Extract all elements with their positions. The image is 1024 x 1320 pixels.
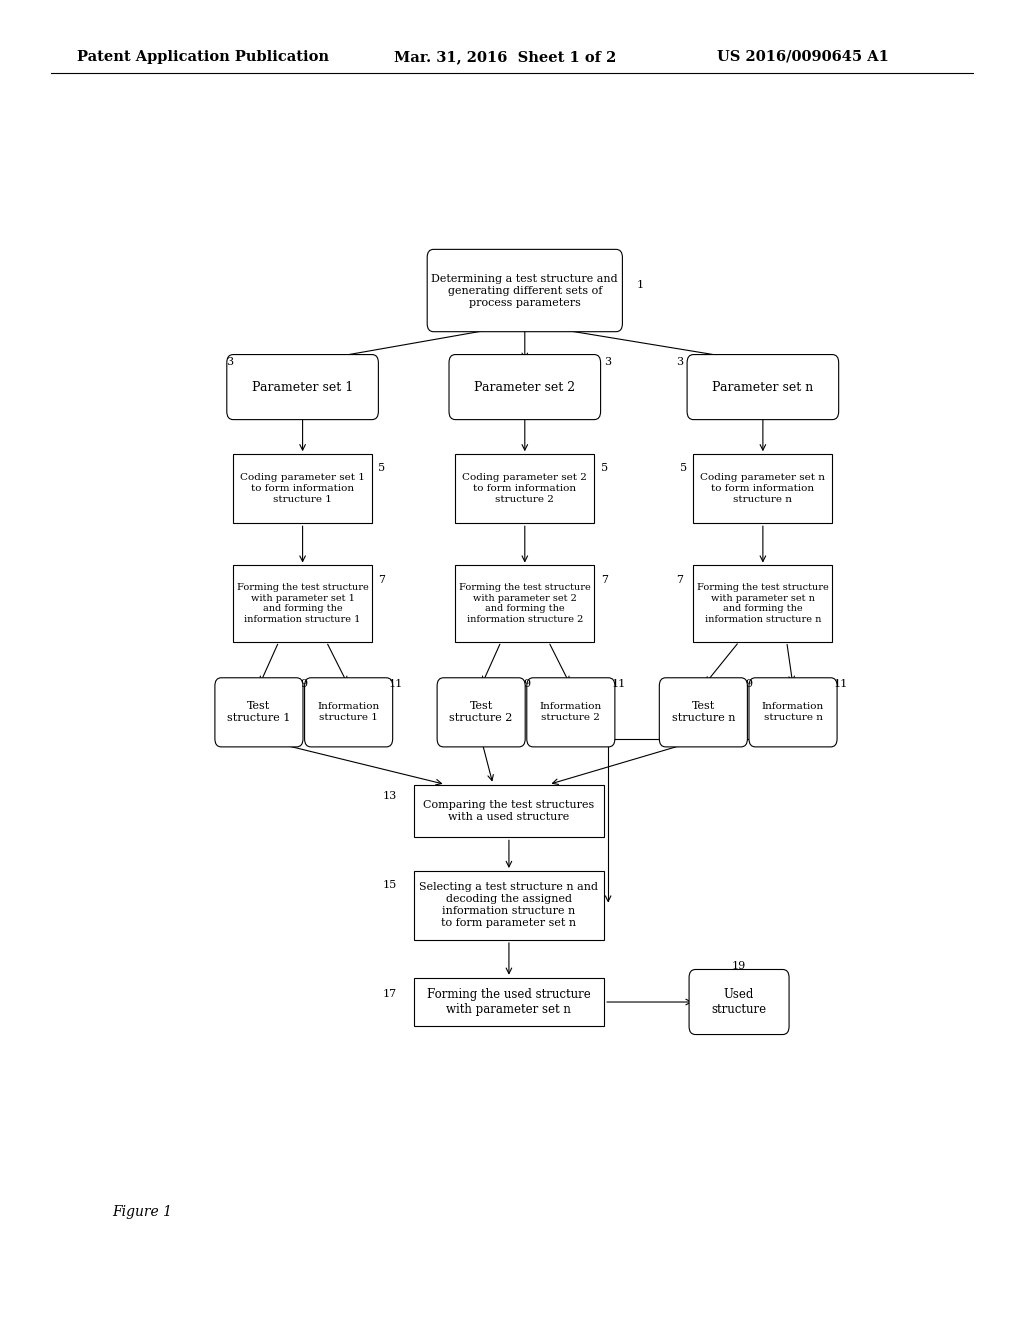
Text: Parameter set 1: Parameter set 1 — [252, 380, 353, 393]
Text: Parameter set n: Parameter set n — [713, 380, 813, 393]
Text: 5: 5 — [379, 463, 385, 474]
FancyBboxPatch shape — [449, 355, 601, 420]
Text: Patent Application Publication: Patent Application Publication — [77, 50, 329, 63]
Text: Forming the test structure
with parameter set n
and forming the
information stru: Forming the test structure with paramete… — [697, 583, 828, 624]
Text: 3: 3 — [226, 356, 233, 367]
FancyBboxPatch shape — [427, 249, 623, 331]
Text: Mar. 31, 2016  Sheet 1 of 2: Mar. 31, 2016 Sheet 1 of 2 — [394, 50, 616, 63]
Text: Figure 1: Figure 1 — [113, 1205, 173, 1218]
FancyBboxPatch shape — [414, 978, 604, 1027]
Text: Coding parameter set 1
to form information
structure 1: Coding parameter set 1 to form informati… — [241, 474, 365, 504]
Text: 11: 11 — [834, 678, 848, 689]
Text: Used
structure: Used structure — [712, 987, 767, 1016]
FancyBboxPatch shape — [456, 565, 594, 642]
Text: Coding parameter set n
to form information
structure n: Coding parameter set n to form informati… — [700, 474, 825, 504]
Text: 11: 11 — [389, 678, 403, 689]
Text: Test
structure n: Test structure n — [672, 701, 735, 723]
FancyBboxPatch shape — [233, 454, 372, 523]
Text: US 2016/0090645 A1: US 2016/0090645 A1 — [717, 50, 889, 63]
Text: Forming the test structure
with parameter set 2
and forming the
information stru: Forming the test structure with paramete… — [459, 583, 591, 624]
FancyBboxPatch shape — [304, 677, 392, 747]
FancyBboxPatch shape — [693, 454, 833, 523]
Text: 9: 9 — [301, 678, 308, 689]
FancyBboxPatch shape — [414, 784, 604, 837]
Text: Selecting a test structure n and
decoding the assigned
information structure n
t: Selecting a test structure n and decodin… — [420, 883, 598, 928]
FancyBboxPatch shape — [526, 677, 614, 747]
FancyBboxPatch shape — [414, 871, 604, 940]
Text: Parameter set 2: Parameter set 2 — [474, 380, 575, 393]
Text: Information
structure n: Information structure n — [762, 702, 824, 722]
Text: Forming the test structure
with parameter set 1
and forming the
information stru: Forming the test structure with paramete… — [237, 583, 369, 624]
Text: Coding parameter set 2
to form information
structure 2: Coding parameter set 2 to form informati… — [463, 474, 587, 504]
Text: Information
structure 2: Information structure 2 — [540, 702, 602, 722]
Text: 5: 5 — [601, 463, 607, 474]
Text: 1: 1 — [636, 280, 643, 290]
Text: 7: 7 — [379, 576, 385, 585]
Text: Forming the used structure
with parameter set n: Forming the used structure with paramete… — [427, 987, 591, 1016]
FancyBboxPatch shape — [689, 969, 790, 1035]
Text: Determining a test structure and
generating different sets of
process parameters: Determining a test structure and generat… — [431, 273, 618, 308]
Text: 9: 9 — [745, 678, 753, 689]
Text: 7: 7 — [601, 576, 607, 585]
Text: 9: 9 — [523, 678, 530, 689]
Text: 7: 7 — [676, 576, 683, 585]
Text: 3: 3 — [676, 356, 683, 367]
FancyBboxPatch shape — [693, 565, 833, 642]
Text: 5: 5 — [680, 463, 687, 474]
FancyBboxPatch shape — [226, 355, 379, 420]
FancyBboxPatch shape — [659, 677, 748, 747]
Text: 3: 3 — [604, 356, 611, 367]
FancyBboxPatch shape — [687, 355, 839, 420]
Text: Comparing the test structures
with a used structure: Comparing the test structures with a use… — [423, 800, 595, 822]
Text: Information
structure 1: Information structure 1 — [317, 702, 380, 722]
Text: 19: 19 — [732, 961, 746, 972]
Text: 15: 15 — [383, 880, 397, 890]
FancyBboxPatch shape — [437, 677, 525, 747]
FancyBboxPatch shape — [233, 565, 372, 642]
Text: 13: 13 — [383, 791, 397, 801]
Text: 11: 11 — [611, 678, 626, 689]
Text: Test
structure 2: Test structure 2 — [450, 701, 513, 723]
FancyBboxPatch shape — [749, 677, 837, 747]
Text: Test
structure 1: Test structure 1 — [227, 701, 291, 723]
Text: 17: 17 — [383, 989, 397, 999]
FancyBboxPatch shape — [215, 677, 303, 747]
FancyBboxPatch shape — [456, 454, 594, 523]
